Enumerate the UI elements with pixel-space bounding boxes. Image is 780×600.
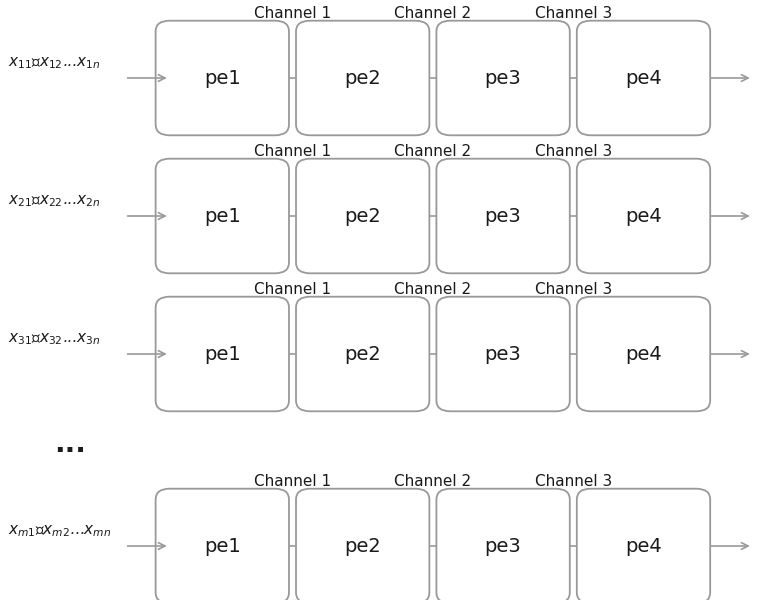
FancyBboxPatch shape bbox=[296, 488, 429, 600]
Text: pe1: pe1 bbox=[204, 206, 241, 226]
Text: pe3: pe3 bbox=[484, 206, 522, 226]
FancyBboxPatch shape bbox=[155, 488, 289, 600]
Text: Channel 2: Channel 2 bbox=[395, 143, 471, 158]
Text: Channel 1: Channel 1 bbox=[254, 282, 331, 297]
Text: pe3: pe3 bbox=[484, 344, 522, 364]
Text: Channel 1: Channel 1 bbox=[254, 474, 331, 488]
Text: Channel 2: Channel 2 bbox=[395, 474, 471, 488]
Text: pe4: pe4 bbox=[625, 344, 662, 364]
FancyBboxPatch shape bbox=[437, 158, 570, 274]
Text: Channel 1: Channel 1 bbox=[254, 5, 331, 20]
Text: pe1: pe1 bbox=[204, 68, 241, 88]
FancyBboxPatch shape bbox=[296, 158, 429, 274]
FancyBboxPatch shape bbox=[437, 297, 570, 412]
Text: pe4: pe4 bbox=[625, 536, 662, 556]
FancyBboxPatch shape bbox=[437, 488, 570, 600]
Text: Channel 3: Channel 3 bbox=[534, 282, 612, 297]
Text: $x_{31}$、$x_{32}$...$x_{3n}$: $x_{31}$、$x_{32}$...$x_{3n}$ bbox=[8, 331, 101, 347]
Text: Channel 1: Channel 1 bbox=[254, 143, 331, 158]
Text: $x_{11}$、$x_{12}$...$x_{1n}$: $x_{11}$、$x_{12}$...$x_{1n}$ bbox=[8, 55, 101, 71]
Text: Channel 2: Channel 2 bbox=[395, 282, 471, 297]
Text: pe2: pe2 bbox=[344, 344, 381, 364]
FancyBboxPatch shape bbox=[576, 20, 710, 135]
FancyBboxPatch shape bbox=[155, 297, 289, 412]
FancyBboxPatch shape bbox=[296, 297, 429, 412]
FancyBboxPatch shape bbox=[437, 20, 570, 135]
FancyBboxPatch shape bbox=[155, 20, 289, 135]
Text: Channel 3: Channel 3 bbox=[534, 143, 612, 158]
FancyBboxPatch shape bbox=[576, 297, 710, 412]
Text: pe1: pe1 bbox=[204, 536, 241, 556]
FancyBboxPatch shape bbox=[296, 20, 429, 135]
Text: pe4: pe4 bbox=[625, 68, 662, 88]
Text: pe2: pe2 bbox=[344, 536, 381, 556]
Text: pe3: pe3 bbox=[484, 536, 522, 556]
Text: pe2: pe2 bbox=[344, 68, 381, 88]
FancyBboxPatch shape bbox=[576, 158, 710, 274]
FancyBboxPatch shape bbox=[576, 488, 710, 600]
Text: ...: ... bbox=[55, 430, 87, 458]
Text: pe4: pe4 bbox=[625, 206, 662, 226]
Text: Channel 3: Channel 3 bbox=[534, 474, 612, 488]
Text: $x_{21}$、$x_{22}$...$x_{2n}$: $x_{21}$、$x_{22}$...$x_{2n}$ bbox=[8, 193, 101, 209]
Text: $x_{m1}$、$x_{m2}$...$x_{mn}$: $x_{m1}$、$x_{m2}$...$x_{mn}$ bbox=[8, 523, 111, 539]
Text: pe3: pe3 bbox=[484, 68, 522, 88]
Text: pe2: pe2 bbox=[344, 206, 381, 226]
Text: Channel 3: Channel 3 bbox=[534, 5, 612, 20]
FancyBboxPatch shape bbox=[155, 158, 289, 274]
Text: Channel 2: Channel 2 bbox=[395, 5, 471, 20]
Text: pe1: pe1 bbox=[204, 344, 241, 364]
